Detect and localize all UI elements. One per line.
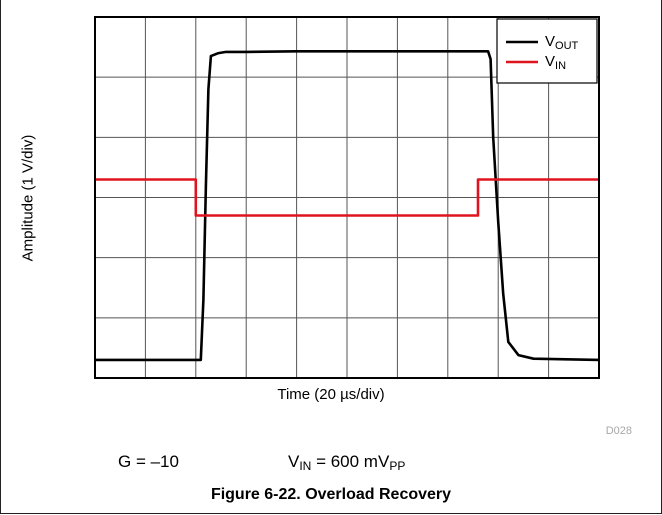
figure-caption: Figure 6-22. Overload Recovery — [210, 486, 452, 503]
legend-label-vin: VIN — [545, 53, 567, 72]
legend-box — [496, 18, 598, 84]
figure-code: D028 — [605, 425, 632, 437]
legend-label-vout: VOUT — [545, 33, 579, 52]
series-line-vin — [95, 178, 599, 217]
gain-condition: G = –10 — [118, 452, 179, 471]
vin-condition: VIN = 600 mVPP — [288, 452, 406, 473]
plot-border — [94, 16, 600, 379]
scope-plot — [94, 16, 600, 379]
x-axis-label: Time (20 µs/div) — [277, 386, 385, 403]
series-line-vout — [95, 49, 600, 362]
